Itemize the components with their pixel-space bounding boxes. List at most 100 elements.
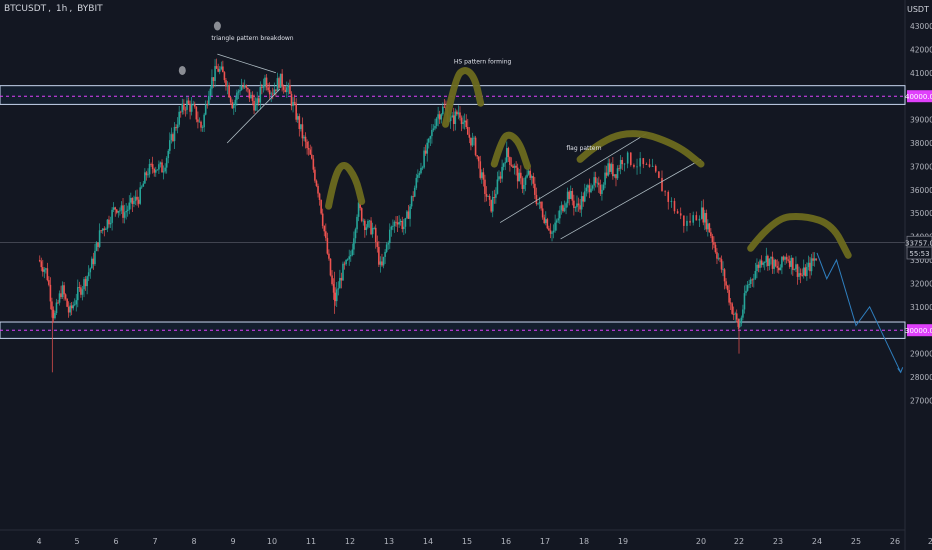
candle-body (784, 257, 786, 260)
trend-line[interactable] (560, 159, 702, 240)
candle-body (790, 257, 793, 267)
candle-body (183, 103, 185, 110)
candle-body (398, 222, 400, 225)
annotation-text[interactable]: triangle pattern breakdown (211, 35, 293, 42)
candle-body (470, 137, 472, 146)
candle-body (229, 97, 232, 103)
pattern-arc[interactable] (576, 130, 705, 168)
pattern-arc[interactable] (747, 212, 852, 259)
candle-body (459, 112, 461, 118)
candle-body (328, 253, 330, 259)
candle-body (57, 302, 59, 304)
annotation-text[interactable]: HS pattern forming (454, 58, 512, 65)
y-tick-label: 41000.0 (910, 69, 932, 78)
candle-body (239, 90, 241, 92)
candle-body (457, 112, 460, 115)
pattern-arc[interactable] (490, 131, 531, 170)
candle-body (97, 242, 99, 247)
candle-body (181, 103, 184, 112)
candle-body (105, 228, 107, 230)
candle-body (368, 220, 371, 222)
y-tick-label: 32000.0 (910, 279, 932, 288)
projection-path[interactable] (816, 252, 902, 373)
candle-body (449, 117, 452, 122)
candle-body (111, 209, 113, 223)
candle-body (518, 172, 521, 182)
candle-body (738, 323, 741, 327)
trend-line[interactable] (499, 133, 647, 223)
candle-body (796, 264, 799, 277)
candle-body (284, 89, 287, 93)
pattern-arc[interactable] (325, 162, 366, 210)
candle-body (488, 195, 491, 200)
candle-body (67, 306, 70, 313)
candle-body (516, 167, 519, 182)
candle-body (770, 256, 772, 259)
candle-body (225, 80, 227, 87)
interval-label[interactable]: 1h (55, 4, 68, 14)
candle-body (231, 102, 234, 109)
candle-body (128, 202, 131, 210)
y-tick-label: 37000.0 (910, 162, 932, 171)
x-tick-label: 20 (696, 537, 706, 546)
candle-body (593, 177, 595, 186)
y-tick-label: 28000.0 (910, 373, 932, 382)
candle-body (136, 196, 138, 200)
candle-body (768, 258, 771, 266)
annotation-text[interactable]: flag pattern (566, 145, 601, 152)
candle-body (412, 196, 414, 198)
candle-body (479, 161, 482, 178)
price-label-text: 33757.0 (905, 239, 932, 247)
candle-body (686, 220, 688, 226)
candle-body (392, 225, 394, 227)
symbol-label[interactable]: BTCUSDT (4, 4, 47, 14)
candle-body (756, 264, 758, 272)
candle-body (588, 185, 591, 193)
marker-circle[interactable] (178, 65, 186, 75)
candle-body (491, 197, 494, 212)
candle-body (532, 176, 535, 184)
candle-body (209, 88, 212, 96)
candle-body (170, 134, 173, 141)
candle-body (806, 267, 808, 277)
candle-body (538, 201, 541, 204)
candle-body (335, 289, 338, 302)
candle-body (734, 313, 736, 315)
candle-body (729, 302, 732, 304)
candle-body (331, 275, 333, 285)
candle-body (112, 207, 115, 210)
candle-body (698, 218, 701, 221)
candle-body (465, 120, 468, 127)
candle-body (452, 115, 455, 125)
candle-body (787, 259, 789, 261)
candle-body (271, 93, 274, 95)
candle-body (275, 89, 277, 91)
candle-body (482, 172, 485, 180)
candle-body (63, 285, 65, 295)
candle-body (359, 202, 361, 209)
candle-body (106, 219, 109, 229)
candle-body (292, 101, 294, 107)
candle-body (55, 302, 58, 314)
trend-line[interactable] (217, 53, 277, 74)
candle-body (399, 220, 402, 223)
candle-body (321, 213, 324, 226)
candle-body (92, 258, 95, 265)
candle-body (639, 158, 641, 167)
candle-body (167, 150, 170, 159)
candle-body (200, 121, 202, 128)
candle-body (119, 210, 121, 212)
candle-body (298, 116, 301, 129)
candle-body (84, 279, 87, 287)
candle-body (198, 121, 201, 123)
candle-body (264, 77, 266, 86)
candle-body (583, 191, 586, 202)
candle-body (303, 136, 305, 139)
marker-circle[interactable] (213, 21, 221, 31)
candle-body (571, 190, 574, 201)
price-axis[interactable] (905, 0, 932, 550)
candle-body (618, 168, 620, 170)
pattern-arc[interactable] (442, 66, 485, 128)
trend-line[interactable] (226, 88, 281, 144)
